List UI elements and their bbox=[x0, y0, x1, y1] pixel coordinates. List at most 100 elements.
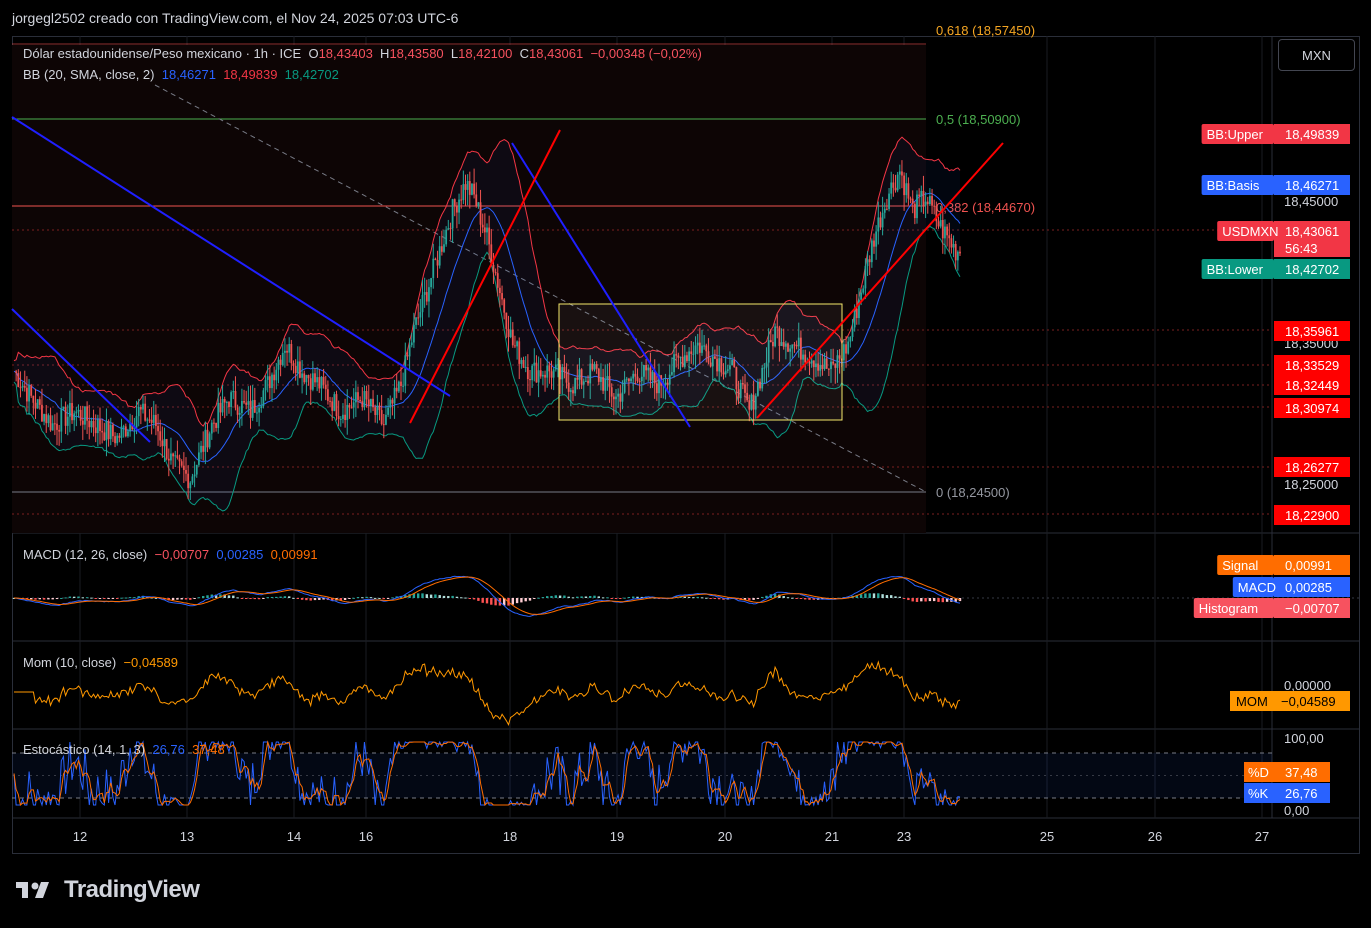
candle-body bbox=[621, 392, 624, 402]
macd-hist-bar bbox=[223, 594, 226, 598]
candle-body bbox=[819, 364, 822, 371]
macd-hist-bar bbox=[451, 595, 454, 598]
candle-body bbox=[714, 356, 716, 359]
candle-body bbox=[597, 368, 600, 382]
candle-body bbox=[658, 375, 660, 394]
macd-hist-bar bbox=[266, 597, 269, 599]
candle-body bbox=[198, 452, 200, 465]
candle-body bbox=[780, 342, 783, 347]
candle-body bbox=[150, 419, 153, 423]
candle-body bbox=[374, 407, 377, 416]
candle-body bbox=[612, 396, 615, 400]
candle-body bbox=[361, 401, 364, 408]
macd-hist-bar bbox=[468, 598, 471, 599]
candle-body bbox=[142, 403, 144, 410]
time-tick[interactable]: 25 bbox=[1040, 829, 1054, 844]
stoch-badge-value: 37,48 bbox=[1285, 765, 1318, 780]
macd-hist-bar bbox=[460, 597, 463, 599]
macd-badge-histogram-label: Histogram bbox=[1199, 601, 1258, 616]
candle-body bbox=[789, 348, 792, 352]
candle-body bbox=[155, 414, 157, 426]
candle-body bbox=[129, 423, 131, 432]
macd-hist-bar bbox=[292, 597, 295, 599]
candle-body bbox=[258, 408, 260, 413]
currency-button[interactable]: MXN bbox=[1278, 39, 1355, 71]
candle-body bbox=[385, 414, 387, 425]
candle-body bbox=[17, 373, 20, 388]
stoch-k-line bbox=[13, 740, 961, 807]
macd-hist-bar bbox=[214, 594, 218, 598]
candle-body bbox=[75, 411, 78, 414]
candle-body bbox=[574, 377, 577, 394]
candle-body bbox=[458, 199, 460, 213]
candle-body bbox=[494, 272, 497, 274]
time-tick[interactable]: 18 bbox=[503, 829, 517, 844]
candle-body bbox=[578, 369, 581, 380]
candle-body bbox=[535, 362, 538, 383]
bb-legend[interactable]: BB (20, SMA, close, 2) 18,46271 18,49839… bbox=[23, 67, 339, 82]
badge-bblower: BB:Lower 18,42702 bbox=[1201, 259, 1350, 279]
macd-hist-bar bbox=[915, 598, 919, 602]
candle-body bbox=[217, 402, 220, 428]
time-tick[interactable]: 27 bbox=[1255, 829, 1269, 844]
time-tick[interactable]: 26 bbox=[1148, 829, 1162, 844]
candle-body bbox=[245, 402, 248, 405]
macd-legend[interactable]: MACD (12, 26, close) −0,00707 0,00285 0,… bbox=[23, 547, 318, 562]
candle-body bbox=[307, 375, 310, 379]
badge-bblower-value: 18,42702 bbox=[1285, 262, 1339, 277]
stoch-legend[interactable]: Estocástico (14, 1, 3) 26,76 37,48 bbox=[23, 742, 225, 757]
time-tick[interactable]: 21 bbox=[825, 829, 839, 844]
time-tick[interactable]: 14 bbox=[287, 829, 301, 844]
badge-bblower-label-bg bbox=[1201, 259, 1274, 279]
macd-hist-bar bbox=[339, 598, 342, 601]
main-legend: Dólar estadounidense/Peso mexicano · 1h … bbox=[23, 46, 702, 61]
candle-body bbox=[127, 431, 129, 437]
candle-body bbox=[393, 387, 396, 404]
time-tick[interactable]: 16 bbox=[359, 829, 373, 844]
macd-hist-bar bbox=[378, 597, 381, 599]
macd-hist-bar bbox=[322, 598, 325, 600]
time-tick[interactable]: 20 bbox=[718, 829, 732, 844]
candle-body bbox=[851, 327, 854, 338]
macd-hist-bar bbox=[146, 596, 149, 598]
candle-body bbox=[748, 400, 751, 410]
macd-hist-bar bbox=[902, 598, 906, 599]
candle-body bbox=[918, 194, 921, 197]
macd-hist-bar bbox=[692, 597, 695, 599]
candle-body bbox=[281, 352, 284, 365]
candle-body bbox=[944, 226, 946, 239]
candle-body bbox=[716, 358, 718, 372]
time-tick[interactable]: 19 bbox=[610, 829, 624, 844]
level-badge-bg bbox=[1274, 505, 1350, 525]
stoch-badge-value-bg bbox=[1274, 783, 1330, 803]
open-label: O bbox=[308, 46, 319, 61]
time-tick[interactable]: 12 bbox=[73, 829, 87, 844]
candle-body bbox=[180, 461, 183, 466]
candle-body bbox=[707, 351, 710, 363]
candle-body bbox=[359, 399, 362, 402]
candle-body bbox=[509, 329, 512, 338]
candle-body bbox=[234, 391, 237, 408]
macd-hist-bar bbox=[64, 597, 67, 599]
candle-body bbox=[666, 382, 669, 385]
mom-legend[interactable]: Mom (10, close) −0,04589 bbox=[23, 655, 178, 670]
candle-body bbox=[744, 384, 746, 393]
macd-hist-bar bbox=[374, 597, 377, 599]
brand-text: TradingView bbox=[64, 876, 200, 903]
candle-body bbox=[804, 354, 807, 363]
symbol-label[interactable]: Dólar estadounidense/Peso mexicano · 1h … bbox=[23, 46, 302, 61]
candle-body bbox=[322, 376, 325, 385]
time-tick[interactable]: 23 bbox=[897, 829, 911, 844]
macd-hist-bar bbox=[206, 595, 209, 598]
candle-body bbox=[911, 198, 914, 204]
macd-hist-bar bbox=[898, 596, 901, 598]
mom-badge-value: −0,04589 bbox=[1281, 694, 1336, 709]
candle-body bbox=[948, 235, 951, 239]
macd-hist-bar bbox=[184, 598, 188, 600]
mom-line bbox=[14, 660, 961, 727]
candle-body bbox=[456, 205, 458, 213]
candle-body bbox=[352, 402, 355, 408]
macd-hist-bar bbox=[404, 595, 407, 598]
time-tick[interactable]: 13 bbox=[180, 829, 194, 844]
